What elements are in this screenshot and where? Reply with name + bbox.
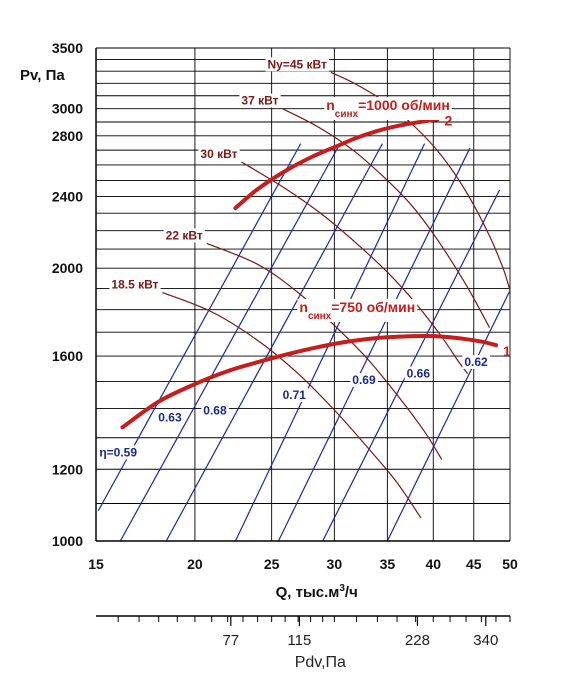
pdv-axis: 77 115 228 340 Pdv,Па: [96, 615, 511, 671]
power-curve: [162, 292, 422, 519]
axes: 1000 1200 1600 2000 2400 2800 3000 3500 15 20 25 30…: [20, 40, 518, 601]
speed-label-2: nсинх=1000 об/мин: [326, 97, 450, 120]
efficiency-label-bg: [462, 355, 491, 370]
power-label: 30 кВт: [200, 147, 237, 161]
power-curve: [330, 71, 510, 291]
speed-curves: [120, 117, 498, 430]
x-tick-label: 20: [187, 556, 203, 572]
power-curve: [206, 242, 443, 460]
y-tick-label: 1000: [52, 533, 83, 549]
power-curves: [162, 71, 510, 519]
y-tick-label: 3000: [52, 101, 83, 117]
y-tick-label: 2400: [52, 188, 83, 204]
speed-label-1: nсинх=750 об/мин: [299, 299, 415, 322]
x-tick-label: 15: [88, 556, 104, 572]
pdv-axis-label: Pdv,Па: [295, 654, 346, 671]
speed-label-bg: [297, 298, 418, 322]
efficiency-label: 0.66: [407, 367, 431, 381]
efficiency-label-bg: [156, 410, 184, 425]
x-tick-label: 30: [327, 556, 343, 572]
efficiency-line: [234, 143, 426, 541]
efficiency-line: [277, 147, 471, 541]
power-label: 37 кВт: [241, 94, 278, 108]
efficiency-line: [119, 143, 341, 541]
speed-curve-2: [233, 117, 440, 211]
efficiency-line: [322, 189, 501, 541]
x-axis-label: Q, тыс.м3/ч: [276, 583, 358, 601]
y-axis-label: Pv, Па: [20, 67, 65, 84]
x-tick-label: 35: [380, 556, 396, 572]
speed-curve-1: [120, 333, 498, 430]
efficiency-label-bg: [201, 403, 229, 418]
power-label-bg: [163, 228, 205, 243]
efficiency-line: [165, 143, 383, 541]
y-tick-label: 2800: [52, 128, 83, 144]
x-tick-label: 40: [425, 556, 441, 572]
y-tick-label: 1600: [52, 348, 83, 364]
pdv-tick-label: 77: [222, 632, 239, 649]
efficiency-label-bg: [97, 445, 140, 460]
efficiency-label-bg: [350, 373, 378, 388]
power-label: 22 кВт: [166, 228, 203, 242]
speed-label-bg: [324, 96, 452, 120]
efficiency-label-bg: [280, 387, 309, 402]
curve-number-2: 2: [445, 112, 453, 128]
y-tick-label: 3500: [52, 40, 83, 56]
efficiency-label: 0.62: [464, 355, 488, 369]
pdv-tick-label: 115: [287, 632, 311, 649]
efficiency-lines: [97, 143, 510, 541]
efficiency-label: 0.71: [283, 388, 307, 402]
power-label: Ny=45 кВт: [267, 57, 327, 71]
power-curve: [241, 161, 469, 374]
power-label-bg: [109, 277, 161, 292]
efficiency-label: 0.68: [203, 403, 227, 417]
labels: 18.5 кВт 22 кВт 30 кВт 37 кВт Ny=45 кВт η=0.5…: [97, 57, 511, 460]
power-label: 18.5 кВт: [111, 278, 158, 292]
curve-number-1: 1: [503, 343, 511, 359]
y-tick-label: 1200: [52, 461, 83, 477]
x-tick-label: 25: [264, 556, 280, 572]
y-tick-label: 2000: [52, 260, 83, 276]
efficiency-label: 0.63: [158, 410, 182, 424]
pdv-tick-label: 340: [473, 632, 498, 649]
x-tick-label: 45: [466, 556, 482, 572]
power-label-bg: [198, 146, 240, 161]
x-tick-label: 50: [502, 556, 518, 572]
power-curve: [282, 108, 491, 328]
pdv-tick-label: 228: [405, 632, 430, 649]
efficiency-line: [386, 290, 510, 541]
efficiency-label: η=0.59: [99, 445, 137, 459]
efficiency-label: 0.69: [352, 373, 376, 387]
power-label-bg: [239, 93, 281, 108]
efficiency-label-bg: [404, 366, 433, 381]
power-label-bg: [265, 57, 330, 72]
